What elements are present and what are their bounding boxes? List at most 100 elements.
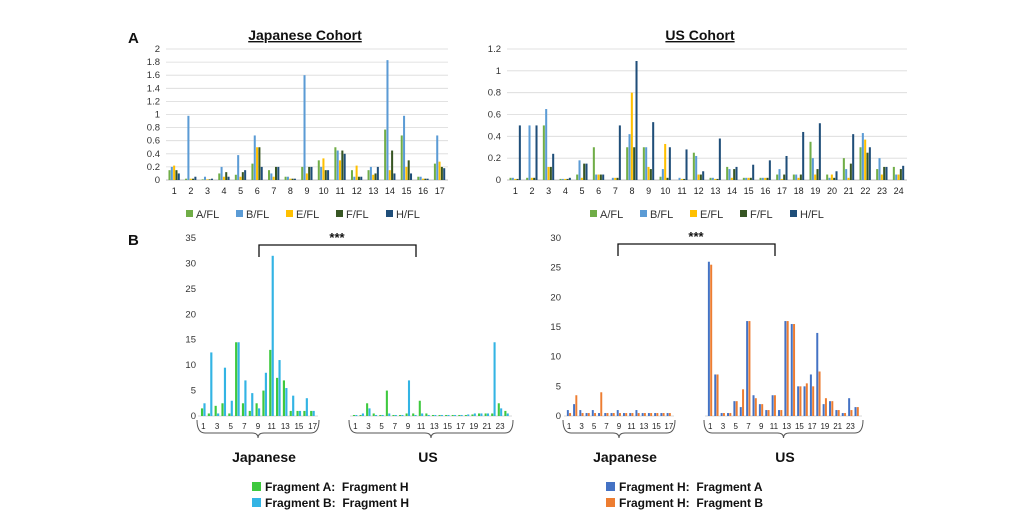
x-tick-label: 6 — [596, 186, 601, 196]
bar-series-2 — [767, 410, 770, 416]
bar-h-fl — [277, 166, 280, 180]
bar-series-1 — [746, 321, 749, 416]
bar-series-2 — [812, 386, 815, 416]
bar-series-1 — [579, 410, 582, 416]
x-tick-label: 9 — [406, 422, 411, 431]
x-tick-label: 9 — [759, 422, 764, 431]
y-tick-label: 0.8 — [488, 88, 501, 99]
bar-series-1 — [765, 410, 768, 416]
bar-series-1 — [438, 414, 441, 416]
bar-f-fl — [225, 172, 228, 180]
bar-b-fl — [695, 155, 698, 180]
bar-series-2 — [761, 404, 764, 416]
x-tick-label: 7 — [393, 422, 398, 431]
bar-f-fl — [341, 150, 344, 180]
bar-h-fl — [735, 166, 738, 180]
bar-series-2 — [237, 342, 240, 416]
x-tick-label: 15 — [744, 186, 754, 196]
bar-series-2 — [381, 414, 384, 416]
bar-series-1 — [262, 390, 265, 416]
bar-h-fl — [244, 170, 247, 180]
x-tick-label: 11 — [267, 422, 276, 431]
bar-series-2 — [637, 413, 640, 416]
bar-h-fl — [618, 125, 621, 180]
legend-swatch — [790, 210, 797, 217]
bar-series-2 — [258, 408, 261, 416]
bar-series-1 — [464, 414, 467, 416]
x-tick-label: 1 — [201, 422, 206, 431]
bar-series-1 — [629, 413, 632, 416]
x-tick-label: 17 — [664, 422, 673, 431]
bar-b-fl — [828, 177, 831, 180]
bar-e-fl — [597, 174, 600, 180]
y-tick-label: 0.4 — [147, 149, 160, 160]
bar-series-1 — [660, 413, 663, 416]
bar-series-2 — [748, 321, 751, 416]
bar-b-fl — [845, 169, 848, 180]
bar-series-2 — [587, 413, 590, 416]
bar-a-fl — [334, 147, 337, 180]
bar-b-fl — [595, 174, 598, 180]
bar-f-fl — [833, 177, 836, 180]
y-tick-label: 1 — [496, 66, 501, 77]
bar-b-fl — [661, 169, 664, 180]
bar-series-2 — [619, 413, 621, 416]
x-tick-label: 5 — [733, 422, 738, 431]
bar-e-fl — [730, 177, 733, 180]
bar-f-fl — [766, 177, 769, 180]
bar-f-fl — [799, 174, 802, 180]
bar-a-fl — [826, 174, 829, 180]
bar-f-fl — [175, 170, 178, 180]
bar-series-2 — [824, 398, 827, 416]
bar-f-fl — [599, 174, 602, 180]
bar-series-2 — [368, 408, 371, 416]
bar-series-2 — [844, 413, 847, 416]
bar-series-2 — [631, 413, 634, 416]
x-tick-label: 24 — [894, 186, 904, 196]
bar-series-1 — [739, 407, 742, 416]
bar-series-1 — [478, 413, 481, 416]
legend-swatch-frag-a-h — [252, 482, 261, 491]
bar-a-fl — [433, 163, 436, 180]
y-tick-label: 10 — [550, 352, 561, 363]
bar-f-fl — [699, 174, 702, 180]
bar-e-fl — [880, 174, 883, 180]
bar-b-fl — [369, 166, 372, 180]
bar-f-fl — [899, 169, 902, 180]
bar-series-1 — [214, 405, 217, 416]
x-tick-label: 10 — [660, 186, 670, 196]
x-tick-label: 9 — [646, 186, 651, 196]
bar-series-1 — [790, 324, 793, 416]
bar-e-fl — [421, 178, 424, 180]
legend-label: B/FL — [246, 209, 269, 221]
legend-swatch-frag-h-b — [606, 498, 615, 507]
x-tick-label: 1 — [567, 422, 572, 431]
bar-f-fl — [308, 166, 311, 180]
x-tick-label: 12 — [352, 186, 362, 196]
bar-b-fl — [745, 177, 748, 180]
bar-f-fl — [291, 178, 294, 180]
bar-f-fl — [407, 160, 410, 180]
legend-label: F/FL — [346, 209, 369, 221]
bar-series-2 — [729, 413, 732, 416]
bar-h-fl — [343, 153, 346, 180]
legend-swatch — [286, 210, 293, 217]
bar-series-1 — [654, 413, 657, 416]
bar-series-1 — [352, 414, 355, 416]
bar-h-fl — [668, 147, 671, 180]
bar-b-fl — [237, 155, 240, 180]
panel-b-label: B — [128, 232, 139, 249]
bar-f-fl — [783, 174, 786, 180]
legend-swatch — [590, 210, 597, 217]
bar-e-fl — [530, 177, 533, 180]
bar-f-fl — [583, 163, 586, 180]
bar-a-fl — [892, 166, 895, 180]
bar-b-fl — [645, 147, 648, 180]
bar-a-fl — [317, 160, 320, 180]
x-tick-label: 21 — [844, 186, 854, 196]
bar-series-2 — [837, 410, 840, 416]
bar-series-1 — [282, 380, 285, 416]
bar-series-2 — [401, 414, 404, 416]
bar-h-fl — [702, 171, 705, 180]
bar-b-fl — [511, 177, 514, 180]
